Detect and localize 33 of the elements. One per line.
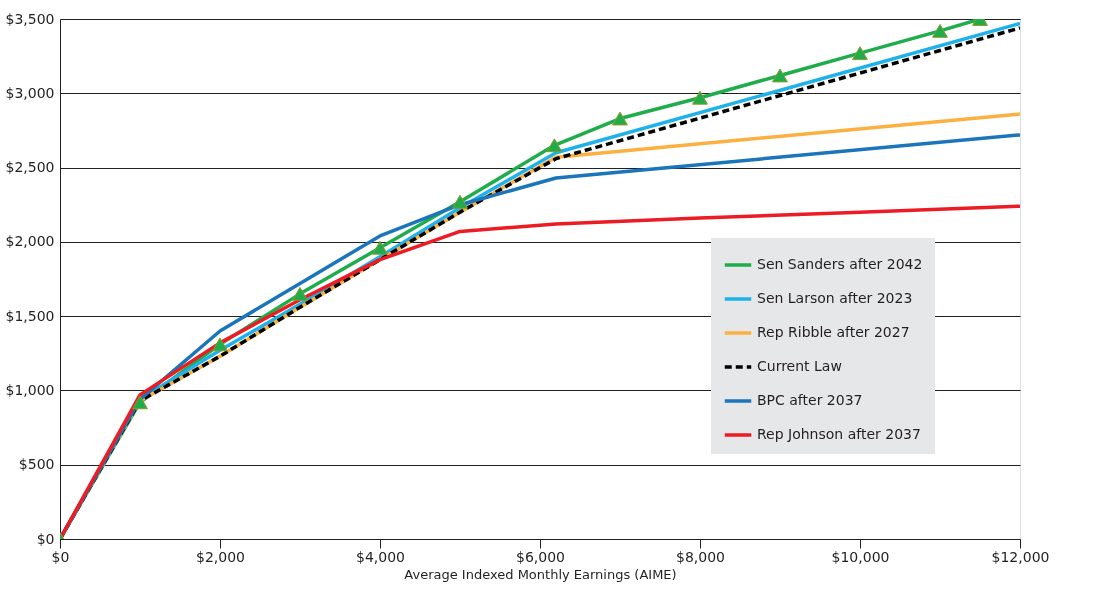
point bbox=[546, 138, 563, 153]
point bbox=[852, 46, 868, 61]
legend-label: Rep Ribble after 2027 bbox=[757, 324, 910, 340]
x-tick-label: $6,000 bbox=[516, 548, 565, 565]
x-tick-label: $12,000 bbox=[991, 548, 1050, 565]
legend-label: Sen Sanders after 2042 bbox=[757, 256, 923, 272]
legend-label: Sen Larson after 2023 bbox=[757, 290, 913, 306]
point bbox=[612, 111, 628, 126]
point bbox=[132, 395, 148, 410]
x-tick-label: $2,000 bbox=[196, 548, 245, 565]
legend-label: Current Law bbox=[757, 358, 842, 374]
x-axis-title: Average Indexed Monthly Earnings (AIME) bbox=[404, 566, 677, 582]
point bbox=[772, 68, 788, 83]
y-tick-label: $3,500 bbox=[5, 10, 55, 27]
y-tick-label: $3,000 bbox=[5, 84, 55, 101]
point bbox=[292, 286, 308, 301]
y-tick-label: $1,500 bbox=[5, 307, 55, 324]
point bbox=[372, 240, 388, 255]
x-tick-label: $0 bbox=[51, 548, 70, 565]
y-tick-label: $2,000 bbox=[5, 233, 55, 250]
y-tick-label: $2,500 bbox=[5, 159, 55, 176]
y-tick-label: $1,000 bbox=[5, 381, 55, 398]
y-tick-label: $0 bbox=[36, 530, 55, 547]
x-tick-label: $8,000 bbox=[676, 548, 725, 565]
point bbox=[452, 194, 468, 209]
point bbox=[932, 23, 948, 38]
x-tick-label: $4,000 bbox=[356, 548, 405, 565]
point bbox=[212, 337, 228, 352]
point bbox=[692, 90, 708, 105]
y-tick-label: $500 bbox=[18, 456, 55, 473]
legend-label: BPC after 2037 bbox=[757, 392, 863, 408]
legend-label: Rep Johnson after 2037 bbox=[757, 426, 921, 442]
x-tick-label: $10,000 bbox=[831, 548, 890, 565]
